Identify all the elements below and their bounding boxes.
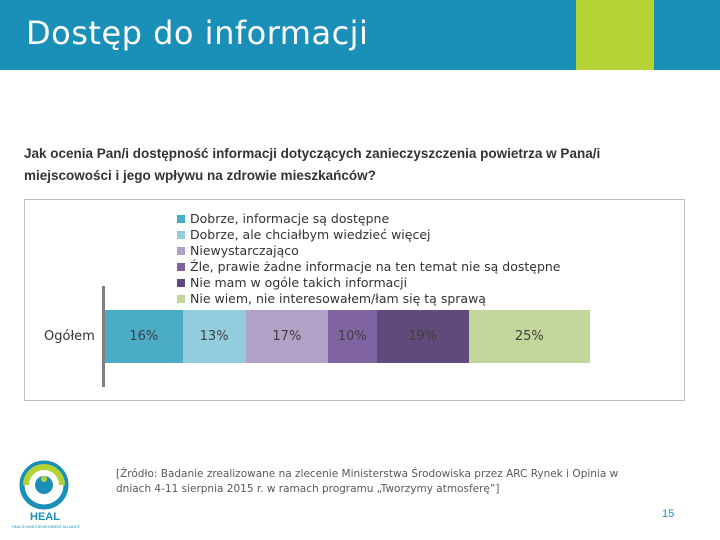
data-label: 13% — [199, 329, 229, 344]
data-label: 10% — [337, 329, 367, 344]
legend-item: Dobrze, ale chciałbym wiedzieć więcej — [177, 227, 561, 243]
title-bar: Dostęp do informacji — [0, 0, 576, 70]
legend-item: Nie wiem, nie interesowałem/łam się tą s… — [177, 291, 561, 307]
data-label: 19% — [408, 329, 438, 344]
question-line-1: Jak ocenia Pan/i dostępność informacji d… — [24, 146, 601, 161]
bar-segment: 17% — [245, 310, 329, 363]
logo-wordmark: HEAL — [30, 511, 60, 523]
accent-block-blue — [654, 0, 720, 70]
slide-title: Dostęp do informacji — [26, 14, 369, 52]
bar-segment: 25% — [468, 310, 590, 363]
data-label: 25% — [514, 329, 544, 344]
source-note: [Źródło: Badanie zrealizowane na zleceni… — [116, 468, 619, 495]
page-number: 15 — [662, 508, 675, 520]
legend-label: Nie mam w ogóle takich informacji — [190, 275, 408, 290]
bar-segment: 13% — [182, 310, 246, 363]
legend-item: Źle, prawie żadne informacje na ten tema… — [177, 259, 561, 275]
legend-label: Nie wiem, nie interesowałem/łam się tą s… — [190, 291, 486, 306]
legend-swatch — [177, 279, 185, 287]
legend-label: Niewystarczająco — [190, 243, 299, 258]
legend-swatch — [177, 263, 185, 271]
legend-label: Dobrze, informacje są dostępne — [190, 211, 390, 226]
accent-block-green — [576, 0, 654, 70]
legend-swatch — [177, 295, 185, 303]
legend-item: Niewystarczająco — [177, 243, 561, 259]
legend-item: Nie mam w ogóle takich informacji — [177, 275, 561, 291]
stacked-bar: 16% 13% 17% 10% 19% 25% — [105, 310, 590, 363]
category-axis — [102, 286, 105, 387]
data-label: 16% — [129, 329, 159, 344]
chart-frame — [24, 199, 685, 401]
chart-legend: Dobrze, informacje są dostępne Dobrze, al… — [177, 211, 561, 307]
bar-segment: 16% — [105, 310, 183, 363]
question-line-2: miejscowości i jego wpływu na zdrowie mi… — [24, 168, 376, 183]
legend-swatch — [177, 215, 185, 223]
legend-label: Źle, prawie żadne informacje na ten tema… — [190, 259, 561, 274]
data-label: 17% — [272, 329, 302, 344]
category-label: Ogółem — [44, 329, 95, 344]
legend-item: Dobrze, informacje są dostępne — [177, 211, 561, 227]
bar-segment: 19% — [376, 310, 469, 363]
legend-swatch — [177, 247, 185, 255]
bar-segment: 10% — [328, 310, 377, 363]
heal-logo: HEAL HEALTH AND ENVIRONMENT ALLIANCE — [12, 460, 81, 529]
legend-label: Dobrze, ale chciałbym wiedzieć więcej — [190, 227, 431, 242]
survey-question: Jak ocenia Pan/i dostępność informacji d… — [24, 143, 686, 187]
logo-caption: HEALTH AND ENVIRONMENT ALLIANCE — [12, 525, 81, 529]
legend-swatch — [177, 231, 185, 239]
